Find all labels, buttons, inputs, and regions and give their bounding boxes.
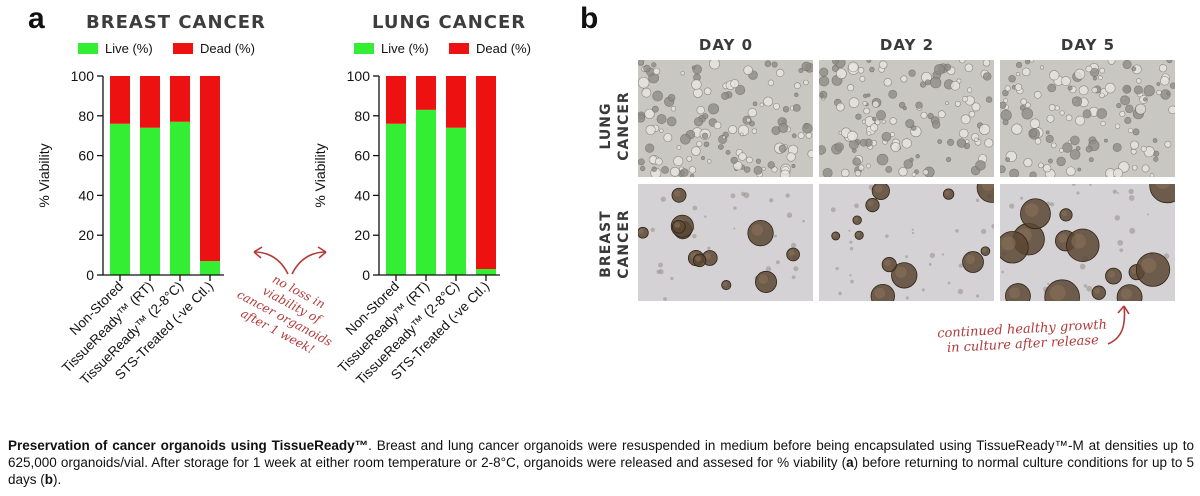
- caption-text: ) before returning to normal culture con…: [8, 455, 1194, 487]
- caption-lead: Preservation of cancer organoids using T…: [8, 438, 369, 453]
- micrograph-breast-day5: [1000, 184, 1175, 301]
- caption-text: . Breast and lung cancer organoids were …: [8, 438, 1194, 470]
- y-tick-label: 60: [78, 148, 94, 164]
- caption-ref-a: a: [846, 455, 854, 470]
- caption-ref-b: b: [44, 472, 54, 487]
- bar-dead: [170, 76, 190, 122]
- bar-live: [170, 121, 190, 276]
- y-tick-label: 0: [362, 267, 370, 283]
- micrograph-breast-day0: [638, 184, 813, 301]
- row-label-breast: BREAST CANCER: [597, 186, 633, 302]
- legend-swatch-live: [78, 43, 98, 54]
- bar-live: [140, 127, 160, 276]
- bar-live: [110, 123, 130, 275]
- legend-label-live: Live (%): [105, 41, 153, 56]
- bar-live: [476, 269, 496, 275]
- row-label-line: CANCER: [616, 91, 632, 161]
- bar-dead: [416, 76, 436, 110]
- y-tick-label: 40: [354, 187, 370, 203]
- y-axis-label: % Viability: [36, 143, 52, 207]
- y-tick-label: 100: [347, 68, 371, 84]
- row-label-line: CANCER: [616, 209, 632, 279]
- bar-dead: [110, 76, 130, 124]
- bar-live: [416, 109, 436, 275]
- y-tick-label: 80: [78, 108, 94, 124]
- bar-dead: [200, 76, 220, 262]
- panel-b-letter: b: [580, 2, 599, 35]
- row-label-lung: LUNG CANCER: [597, 68, 633, 184]
- legend-label-live: Live (%): [381, 41, 429, 56]
- y-tick-label: 100: [71, 68, 95, 84]
- legend-label-dead: Dead (%): [476, 41, 531, 56]
- y-axis-label: % Viability: [312, 143, 328, 207]
- curved-arrows-graphic: [253, 246, 327, 275]
- caption-text: ).: [53, 472, 62, 487]
- breast-chart-title: BREAST CANCER: [86, 12, 266, 33]
- y-tick-label: 0: [86, 267, 94, 283]
- y-tick-label: 20: [354, 227, 370, 243]
- bar-live: [446, 127, 466, 276]
- legend-swatch-live: [354, 43, 374, 54]
- legend-label-dead: Dead (%): [200, 41, 255, 56]
- micrograph-lung-day0: [638, 60, 813, 177]
- day-label: DAY 0: [698, 36, 754, 54]
- row-label-line: BREAST: [598, 210, 614, 278]
- micrograph-lung-day5: [1000, 60, 1175, 177]
- micrograph-breast-day2: [819, 184, 994, 301]
- bar-live: [200, 261, 220, 275]
- y-tick-label: 80: [354, 108, 370, 124]
- panel-a-letter: a: [28, 2, 45, 35]
- bar-dead: [446, 76, 466, 128]
- day-label: DAY 2: [879, 36, 935, 54]
- bar-dead: [476, 76, 496, 270]
- y-tick-label: 40: [78, 187, 94, 203]
- legend-swatch-dead: [449, 43, 469, 54]
- micrograph-lung-day2: [819, 60, 994, 177]
- y-tick-label: 60: [354, 148, 370, 164]
- bar-live: [386, 123, 406, 275]
- growth-note: continued healthy growth in culture afte…: [934, 317, 1110, 356]
- growth-arrow-graphic: [1107, 305, 1130, 345]
- day-label: DAY 5: [1060, 36, 1116, 54]
- row-label-line: LUNG: [598, 102, 614, 150]
- legend-swatch-dead: [173, 43, 193, 54]
- figure-caption: Preservation of cancer organoids using T…: [8, 437, 1194, 488]
- y-tick-label: 20: [78, 227, 94, 243]
- bar-dead: [386, 76, 406, 124]
- bar-dead: [140, 76, 160, 128]
- lung-chart-title: LUNG CANCER: [372, 12, 527, 33]
